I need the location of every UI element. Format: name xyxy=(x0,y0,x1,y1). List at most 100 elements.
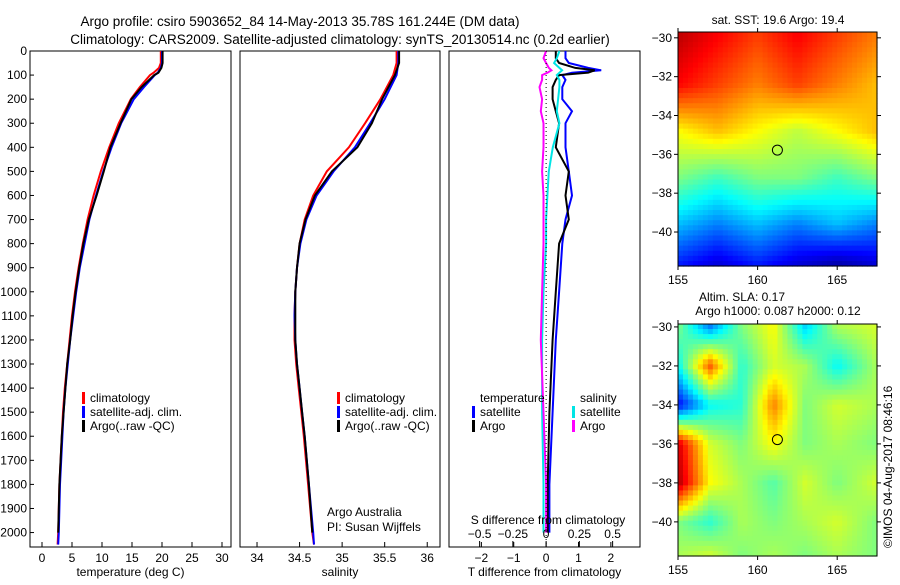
heatmap-cell xyxy=(862,98,868,104)
heatmap-cell xyxy=(842,490,848,497)
heatmap-cell xyxy=(807,450,813,456)
heatmap-cell xyxy=(787,62,794,69)
heatmap-cell xyxy=(792,465,798,471)
heatmap-cell xyxy=(678,133,684,140)
heatmap-cell xyxy=(857,220,863,226)
heatmap-cell xyxy=(722,419,729,426)
s-tick-label: 0.5 xyxy=(604,527,621,541)
heatmap-cell xyxy=(827,440,833,446)
heatmap-cell xyxy=(737,334,744,340)
heatmap-cell xyxy=(732,169,739,176)
heatmap-cell xyxy=(837,174,843,181)
heatmap-cell xyxy=(847,445,853,451)
heatmap-cell xyxy=(797,550,803,557)
heatmap-cell xyxy=(862,545,868,552)
heatmap-cell xyxy=(742,455,749,461)
heatmap-cell xyxy=(747,470,754,476)
heatmap-cell xyxy=(732,154,739,160)
heatmap-cell xyxy=(767,57,774,64)
heatmap-cell xyxy=(732,384,739,391)
heatmap-cell xyxy=(782,379,789,386)
heatmap-cell xyxy=(742,93,749,99)
heatmap-cell xyxy=(802,98,808,104)
heatmap-cell xyxy=(802,199,808,206)
heatmap-cell xyxy=(782,324,789,330)
heatmap-cell xyxy=(678,339,684,345)
heatmap-cell xyxy=(817,260,823,267)
heatmap-cell xyxy=(797,419,803,426)
heatmap-cell xyxy=(752,490,759,497)
heatmap-cell xyxy=(777,359,784,365)
heatmap-cell xyxy=(737,138,744,145)
heatmap-cell xyxy=(687,179,694,186)
heatmap-cell xyxy=(767,419,774,426)
heatmap-cell xyxy=(842,389,848,396)
heatmap-cell xyxy=(678,450,684,456)
heatmap-cell xyxy=(807,364,813,370)
heatmap-cell xyxy=(767,349,774,355)
heatmap-cell xyxy=(817,220,823,226)
heatmap-cell xyxy=(742,475,749,481)
heatmap-cell xyxy=(777,57,784,64)
heatmap-cell xyxy=(797,460,803,466)
heatmap-cell xyxy=(842,189,848,196)
heatmap-cell xyxy=(867,545,873,552)
heatmap-cell xyxy=(857,103,863,109)
heatmap-cell xyxy=(678,384,684,391)
heatmap-cell xyxy=(702,174,709,181)
heatmap-cell xyxy=(762,505,769,512)
heatmap-cell xyxy=(802,93,808,99)
heatmap-cell xyxy=(797,57,803,64)
heatmap-cell xyxy=(827,450,833,456)
heatmap-cell xyxy=(872,470,878,476)
heatmap-cell xyxy=(737,164,744,170)
heatmap-cell xyxy=(857,230,863,237)
heatmap-cell xyxy=(817,138,823,145)
heatmap-cell xyxy=(777,164,784,170)
heatmap-cell xyxy=(687,480,694,486)
heatmap-cell xyxy=(832,409,838,416)
heatmap-cell xyxy=(682,164,689,170)
heatmap-cell xyxy=(777,194,784,201)
heatmap-cell xyxy=(837,143,843,150)
heatmap-cell xyxy=(747,199,754,206)
heatmap-cell xyxy=(817,143,823,150)
heatmap-cell xyxy=(862,159,868,165)
heatmap-cell xyxy=(857,364,863,370)
heatmap-cell xyxy=(772,414,779,421)
heatmap-cell xyxy=(792,510,798,517)
heatmap-cell xyxy=(742,199,749,206)
heatmap-cell xyxy=(717,199,724,206)
heatmap-cell xyxy=(797,235,803,242)
heatmap-cell xyxy=(767,500,774,507)
heatmap-cell xyxy=(822,359,828,365)
heatmap-cell xyxy=(687,465,694,471)
heatmap-cell xyxy=(782,245,789,252)
heatmap-cell xyxy=(847,82,853,89)
heatmap-cell xyxy=(678,485,684,492)
heatmap-cell xyxy=(782,149,789,155)
heatmap-cell xyxy=(752,108,759,114)
heatmap-cell xyxy=(812,480,818,486)
heatmap-cell xyxy=(727,374,734,381)
heatmap-cell xyxy=(872,445,878,451)
heatmap-cell xyxy=(727,98,734,104)
heatmap-cell xyxy=(752,210,759,216)
heatmap-cell xyxy=(772,210,779,216)
heatmap-cell xyxy=(678,154,684,160)
heatmap-cell xyxy=(742,235,749,242)
heatmap-cell xyxy=(692,240,699,247)
heatmap-cell xyxy=(827,359,833,365)
heatmap-cell xyxy=(862,169,868,176)
heatmap-cell xyxy=(827,184,833,191)
y-tick-label: 1800 xyxy=(0,477,27,491)
heatmap-cell xyxy=(862,62,868,69)
heatmap-cell xyxy=(857,82,863,89)
heatmap-cell xyxy=(842,42,848,48)
heatmap-cell xyxy=(772,429,779,436)
heatmap-cell xyxy=(772,545,779,552)
heatmap-cell xyxy=(837,369,843,376)
heatmap-cell xyxy=(767,394,774,401)
heatmap-cell xyxy=(678,184,684,191)
heatmap-cell xyxy=(852,465,858,471)
